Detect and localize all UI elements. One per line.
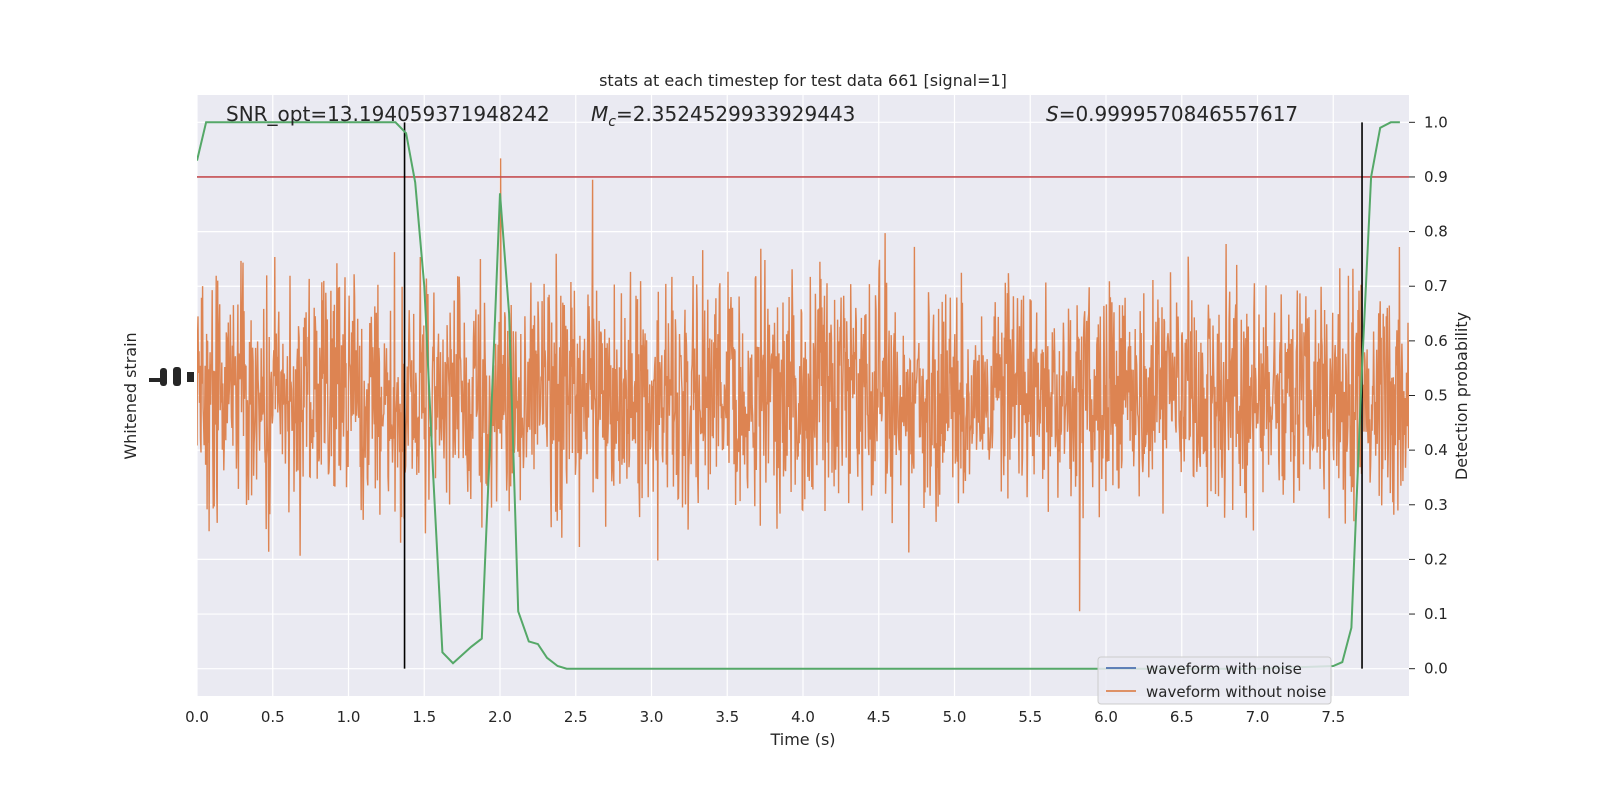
legend-entry-1: waveform without noise: [1146, 683, 1326, 701]
y-tick-label: 1.0: [1424, 113, 1448, 131]
x-tick-label: 7.5: [1321, 708, 1345, 726]
x-tick-label: 6.5: [1170, 708, 1194, 726]
x-tick-label: 1.5: [412, 708, 436, 726]
x-tick-label: 5.0: [943, 708, 967, 726]
y-tick-label: 0.8: [1424, 223, 1448, 241]
x-tick-label: 2.5: [564, 708, 588, 726]
x-tick-label: 5.5: [1018, 708, 1042, 726]
s-value: =0.9999570846557617: [1059, 102, 1298, 126]
x-tick-label: 6.0: [1094, 708, 1118, 726]
legend-entry-0: waveform with noise: [1146, 660, 1302, 678]
x-tick-label: 3.0: [640, 708, 664, 726]
y-tick-label: 0.5: [1424, 387, 1448, 405]
mc-subscript: c: [608, 114, 616, 130]
x-tick-label: 4.0: [791, 708, 815, 726]
x-tick-label: 2.0: [488, 708, 512, 726]
legend-box: [1097, 656, 1332, 705]
x-tick-label: 4.5: [867, 708, 891, 726]
legend: waveform with noise waveform without noi…: [1097, 656, 1332, 705]
x-tick-label: 3.5: [715, 708, 739, 726]
waveform-without-noise-line: [197, 158, 1409, 612]
y-right-ticks: 0.0 0.1 0.2 0.3 0.4 0.5 0.6 0.7 0.8 0.9 1.0: [1409, 113, 1448, 678]
y-tick-label: 0.7: [1424, 277, 1448, 295]
noisy-waveform: [197, 158, 1409, 612]
mc-value: =2.3524529933929443: [616, 102, 855, 126]
y-tick-label: 0.1: [1424, 605, 1448, 623]
y-tick-label: 0.9: [1424, 168, 1448, 186]
x-axis-label: Time (s): [769, 730, 835, 749]
mc-annotation: Mc=2.3524529933929443: [591, 102, 855, 130]
snr-annotation: SNR_opt=13.194059371948242: [226, 102, 550, 126]
chart-title: stats at each timestep for test data 661…: [599, 71, 1007, 90]
x-tick-label: 0.5: [261, 708, 285, 726]
mc-symbol: M: [591, 102, 608, 126]
x-ticks: 0.0 0.5 1.0 1.5 2.0 2.5 3.0 3.5 4.0 4.5 5.0 5.5 6.0 6…: [185, 708, 1345, 726]
y-right-axis-label: Detection probability: [1452, 312, 1471, 480]
y-tick-label: 0.2: [1424, 550, 1448, 568]
s-annotation: S=0.9999570846557617: [1046, 102, 1298, 126]
y-tick-label: 0.3: [1424, 496, 1448, 514]
y-left-axis-label: Whitened strain: [121, 332, 140, 459]
left-tick-clutter-icon: [149, 367, 194, 386]
s-symbol: S: [1046, 102, 1059, 126]
x-tick-label: 1.0: [337, 708, 361, 726]
y-tick-label: 0.6: [1424, 332, 1448, 350]
x-tick-label: 0.0: [185, 708, 209, 726]
y-tick-label: 0.4: [1424, 441, 1448, 459]
x-tick-label: 7.0: [1246, 708, 1270, 726]
y-tick-label: 0.0: [1424, 660, 1448, 678]
